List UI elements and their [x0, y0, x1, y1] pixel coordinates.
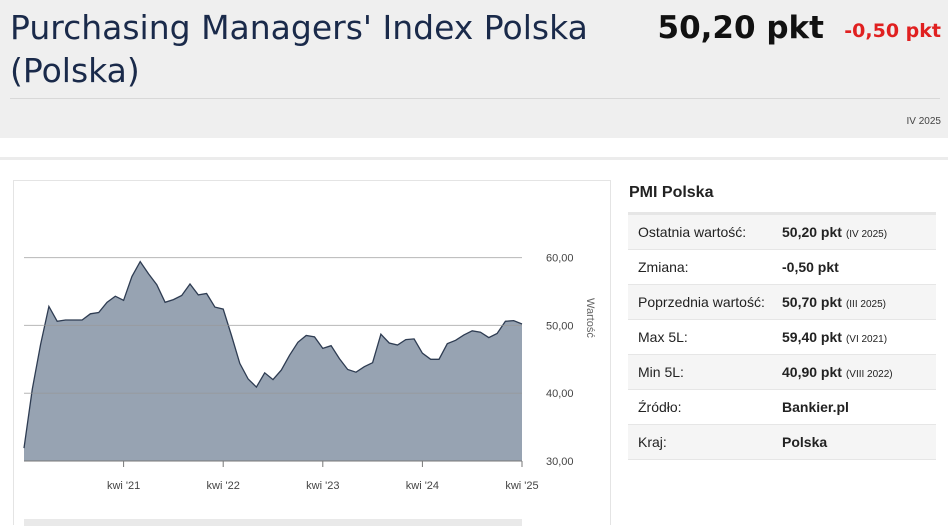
stats-row: Kraj: Polska	[628, 425, 936, 460]
stats-row: Poprzednia wartość: 50,70 pkt (III 2025)	[628, 285, 936, 320]
header: Purchasing Managers' Index Polska (Polsk…	[0, 0, 948, 138]
page-title: Purchasing Managers' Index Polska (Polsk…	[10, 8, 588, 90]
stats-label: Zmiana:	[638, 259, 689, 275]
stats-row: Min 5L: 40,90 pkt (VIII 2022)	[628, 355, 936, 390]
header-divider	[10, 98, 940, 99]
stats-row: Źródło: Bankier.pl	[628, 390, 936, 425]
current-value: 50,20 pkt	[657, 10, 824, 46]
stats-row: Ostatnia wartość: 50,20 pkt (IV 2025)	[628, 215, 936, 250]
stats-label: Poprzednia wartość:	[638, 294, 765, 310]
stats-value-cell: Bankier.pl	[782, 399, 849, 415]
stats-value: 59,40 pkt	[782, 329, 842, 345]
value-change: -0,50 pkt	[844, 20, 941, 42]
series-line	[23, 260, 523, 449]
stats-label: Min 5L:	[638, 364, 684, 380]
stats-value-period: (VI 2021)	[845, 334, 888, 345]
stats-value-period: (VIII 2022)	[845, 369, 893, 380]
y-tick-label: 40,00	[546, 388, 574, 400]
chart-container: 30,00 40,00 50,00 60,00 kwi '21 kwi '22 kwi '2…	[13, 180, 611, 526]
navigator-strip	[24, 519, 522, 526]
section-divider	[0, 157, 948, 160]
stats-value-cell: 59,40 pkt (VI 2021)	[782, 329, 887, 345]
stats-panel: PMI Polska Ostatnia wartość: 50,20 pkt (IV…	[628, 180, 936, 460]
stats-value-period: (III 2025)	[845, 299, 886, 310]
stats-value: Bankier.pl	[782, 399, 849, 415]
stats-label: Kraj:	[638, 434, 667, 450]
stats-value-cell: 50,20 pkt (IV 2025)	[782, 224, 887, 240]
stats-value: 40,90 pkt	[782, 364, 842, 380]
stats-row: Max 5L: 59,40 pkt (VI 2021)	[628, 320, 936, 355]
stats-label: Max 5L:	[638, 329, 688, 345]
stats-value: -0,50 pkt	[782, 259, 839, 275]
stats-label: Źródło:	[638, 399, 682, 415]
stats-value: 50,20 pkt	[782, 224, 842, 240]
x-tick-label: kwi '24	[406, 480, 439, 492]
stats-value-cell: -0,50 pkt	[782, 259, 839, 275]
panel-title: PMI Polska	[629, 184, 714, 201]
stats-value-cell: Polska	[782, 434, 827, 450]
stats-value: Polska	[782, 434, 828, 450]
x-tick-label: kwi '22	[207, 480, 240, 492]
stats-value-period: (IV 2025)	[845, 229, 888, 240]
stats-label: Ostatnia wartość:	[638, 224, 747, 240]
y-tick-label: 60,00	[546, 253, 574, 265]
stats-value-cell: 50,70 pkt (III 2025)	[782, 294, 886, 310]
stats-row: Zmiana: -0,50 pkt	[628, 250, 936, 285]
y-tick-label: 50,00	[546, 320, 574, 332]
y-axis-label: Wartość	[584, 298, 596, 338]
x-tick-label: kwi '23	[306, 480, 339, 492]
x-tick-label: kwi '21	[107, 480, 140, 492]
x-tick-label: kwi '25	[505, 480, 538, 492]
series-area	[24, 261, 522, 461]
stats-table: Ostatnia wartość: 50,20 pkt (IV 2025) Zmian…	[628, 212, 936, 460]
pmi-chart: 30,00 40,00 50,00 60,00 kwi '21 kwi '22 kwi '2…	[23, 253, 596, 526]
y-tick-label: 30,00	[546, 456, 574, 468]
period-label: IV 2025	[906, 116, 941, 127]
stats-value: 50,70 pkt	[782, 294, 842, 310]
stats-value-cell: 40,90 pkt (VIII 2022)	[782, 364, 893, 380]
